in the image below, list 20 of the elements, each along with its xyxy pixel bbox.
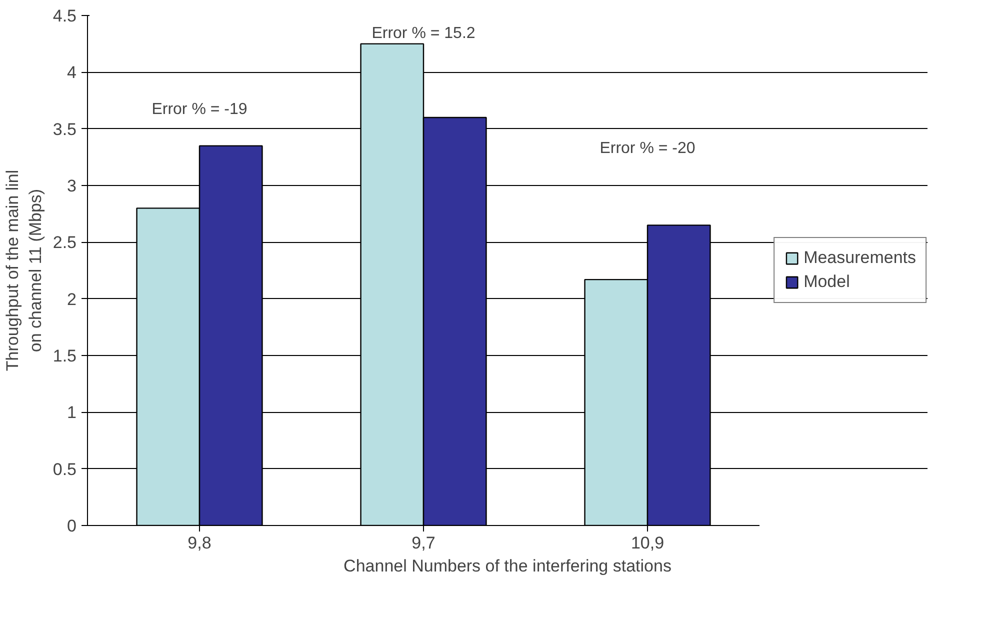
x-tick-label: 9,8	[188, 534, 212, 552]
x-axis-title: Channel Numbers of the interfering stations	[344, 556, 672, 576]
legend-label: Model	[804, 272, 850, 292]
y-tick-label: 0.5	[52, 460, 77, 479]
y-tick-label: 3.5	[52, 120, 77, 139]
annotation: Error % = -20	[600, 140, 696, 158]
annotation: Error % = -19	[152, 100, 248, 118]
x-tick-label: 10,9	[630, 534, 664, 552]
y-tick-label: 1	[67, 403, 77, 422]
y-axis-title: Throughput of the main linl on channel 11 (Mbps)	[3, 170, 45, 372]
y-tick-label: 4	[67, 63, 77, 82]
x-tick-label: 9,7	[412, 534, 436, 552]
legend-label: Measurements	[804, 248, 916, 268]
y-tick-label: 3	[67, 176, 77, 196]
annotation: Error % = 15.2	[372, 24, 476, 42]
y-tick-label: 2	[67, 290, 77, 309]
y-tick-label: 0	[67, 516, 77, 536]
y-tick-label: 4.5	[52, 6, 77, 26]
y-tick-label: 2.5	[52, 233, 77, 252]
y-tick-label: 1.5	[52, 346, 77, 366]
